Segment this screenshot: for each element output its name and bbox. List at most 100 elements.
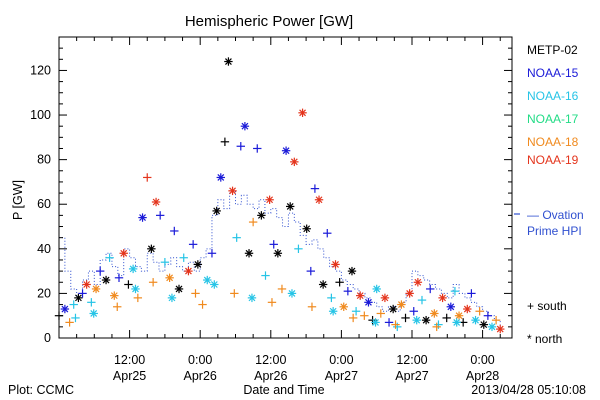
- south-point-marker: [87, 298, 96, 307]
- south-point-marker: [343, 286, 353, 296]
- south-point-marker: [327, 293, 336, 303]
- south-point-marker: [475, 307, 484, 316]
- south-point-marker: [426, 284, 435, 294]
- south-point-marker: [335, 278, 344, 287]
- south-point-marker: [95, 266, 105, 276]
- y-axis-label: P [GW]: [11, 180, 25, 220]
- north-point-marker: [110, 291, 119, 300]
- south-point-marker: [483, 311, 493, 320]
- south-point-marker: [160, 257, 170, 267]
- south-point-marker: [409, 307, 418, 316]
- south-point-marker: [467, 289, 476, 298]
- south-point-marker: [170, 226, 179, 236]
- south-point-marker: [179, 253, 188, 262]
- legend-series-noaa-18: NOAA-18: [527, 135, 579, 149]
- north-point-marker: [290, 157, 299, 167]
- south-point-marker: [277, 284, 287, 294]
- south-point-marker: [360, 311, 369, 320]
- north-point-marker: [273, 249, 283, 258]
- north-point-marker: [240, 121, 250, 131]
- north-point-marker: [224, 57, 233, 66]
- north-point-marker: [74, 293, 83, 303]
- south-point-marker: [491, 315, 501, 325]
- south-point-marker: [69, 300, 78, 309]
- south-point-marker: [310, 184, 320, 193]
- north-point-marker: [247, 293, 257, 303]
- south-point-marker: [105, 253, 114, 262]
- south-marker-key: + south: [527, 299, 567, 313]
- south-point-marker: [450, 286, 460, 296]
- north-point-marker: [388, 304, 398, 314]
- north-point-marker: [131, 284, 140, 294]
- north-point-marker: [138, 213, 147, 222]
- north-point-marker: [356, 291, 365, 300]
- legend: METP-02 NOAA-15 NOAA-16 NOAA-17 NOAA-18 NOAA-…: [514, 43, 584, 346]
- north-point-marker: [228, 186, 237, 196]
- north-point-marker: [244, 249, 254, 258]
- legend-series-noaa-19: NOAA-19: [527, 153, 579, 167]
- x-tick-label-date: Apr26: [254, 369, 287, 383]
- north-point-marker: [412, 315, 421, 325]
- north-point-marker: [413, 278, 423, 287]
- legend-series-metp-02: METP-02: [527, 43, 578, 57]
- north-point-marker: [471, 315, 480, 325]
- south-point-marker: [269, 240, 278, 249]
- north-point-marker: [446, 302, 456, 311]
- y-tick-label: 40: [37, 242, 51, 256]
- south-point-marker: [306, 266, 315, 276]
- x-tick-label-time: 12:00: [255, 353, 286, 367]
- south-point-marker: [133, 293, 143, 303]
- south-point-marker: [155, 211, 165, 220]
- south-point-marker: [71, 313, 80, 323]
- south-point-marker: [323, 229, 332, 238]
- north-point-marker: [193, 260, 203, 269]
- north-point-marker: [339, 302, 348, 311]
- north-point-marker: [216, 173, 225, 182]
- north-point-marker: [328, 307, 338, 316]
- south-point-marker: [248, 217, 258, 227]
- south-point-marker: [236, 142, 245, 151]
- axes: 0 20 40 60 80 100 120 12:00 Apr25 0:00 Apr26 12:00 A…: [30, 36, 513, 383]
- north-point-marker: [119, 249, 128, 258]
- x-axis-label: Date and Time: [243, 383, 324, 397]
- y-tick-label: 0: [44, 331, 51, 345]
- north-point-marker: [151, 197, 161, 207]
- north-point-marker: [430, 309, 439, 318]
- north-point-marker: [397, 300, 406, 309]
- x-tick-label-date: Apr27: [395, 369, 428, 383]
- north-point-marker: [454, 311, 464, 320]
- north-point-marker: [203, 275, 212, 285]
- chart-title: Hemispheric Power [GW]: [185, 13, 353, 30]
- north-point-marker: [371, 318, 380, 327]
- north-point-marker: [421, 315, 431, 325]
- north-point-marker: [487, 322, 497, 332]
- north-point-marker: [60, 304, 70, 314]
- north-point-marker: [496, 324, 505, 334]
- south-point-marker: [65, 318, 74, 327]
- plot-credit: Plot: CCMC: [8, 383, 74, 397]
- north-point-marker: [347, 266, 357, 276]
- south-point-marker: [391, 320, 400, 329]
- north-marker-key: * north: [527, 332, 562, 346]
- north-point-marker: [165, 273, 174, 282]
- south-point-marker: [267, 298, 277, 307]
- north-point-marker: [281, 146, 291, 155]
- x-tick-label-time: 0:00: [188, 353, 212, 367]
- north-point-marker: [452, 318, 461, 327]
- north-point-marker: [463, 304, 472, 314]
- south-point-marker: [393, 322, 402, 332]
- south-point-marker: [78, 289, 87, 298]
- south-point-marker: [191, 289, 200, 298]
- ovation-hpi-line: [59, 190, 501, 325]
- north-point-marker: [364, 298, 373, 307]
- north-point-marker: [286, 202, 295, 211]
- north-point-marker: [331, 260, 340, 269]
- south-point-marker: [348, 313, 358, 323]
- north-point-marker: [212, 206, 221, 216]
- south-point-marker: [417, 295, 427, 305]
- north-point-marker: [210, 280, 219, 289]
- north-point-marker: [257, 211, 266, 220]
- south-point-marker: [253, 144, 262, 153]
- north-point-marker: [265, 195, 274, 204]
